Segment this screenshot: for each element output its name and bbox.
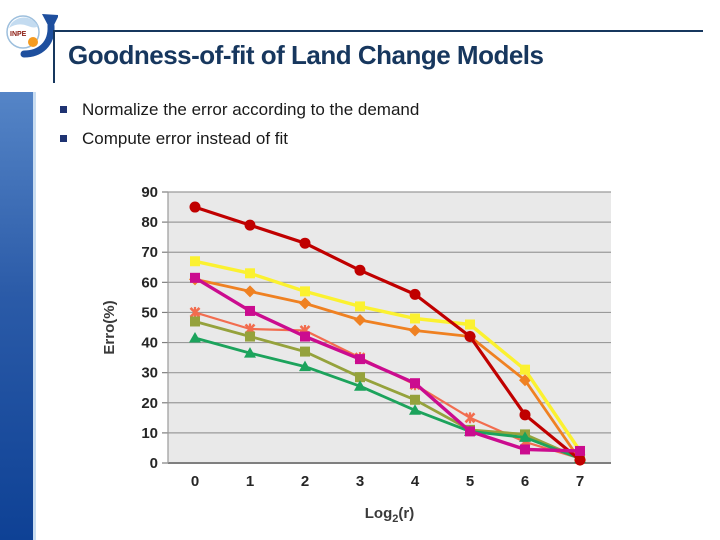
- y-tick-label: 40: [141, 335, 158, 352]
- series-dark-red-circle: [189, 201, 586, 466]
- left-accent-bar: [0, 92, 33, 540]
- bullet-item: Normalize the error according to the dem…: [58, 100, 658, 120]
- error-chart-svg: 0 10 20 30 40 50 60 70 80 90 0 1 2 3 4 5 6 7 Erro(%) Log2(r…: [101, 184, 611, 525]
- bullet-square-icon: [60, 106, 67, 113]
- error-chart: 0 10 20 30 40 50 60 70 80 90 0 1 2 3 4 5 6 7 Erro(%) Log2(r…: [100, 170, 720, 530]
- y-tick-label: 50: [141, 304, 158, 321]
- x-tick-label: 6: [521, 473, 529, 490]
- bullet-text: Compute error instead of fit: [82, 129, 288, 148]
- title-rule-left: [53, 30, 55, 83]
- y-tick-label: 10: [141, 425, 158, 442]
- y-axis-title: Erro(%): [101, 300, 118, 354]
- x-tick-label: 1: [246, 473, 254, 490]
- y-tick-label: 30: [141, 365, 158, 382]
- page-title: Goodness-of-fit of Land Change Models: [68, 40, 544, 70]
- y-tick-label: 70: [141, 244, 158, 261]
- bullet-text: Normalize the error according to the dem…: [82, 100, 420, 119]
- x-tick-label: 5: [466, 473, 474, 490]
- series-magenta-square: [190, 272, 585, 456]
- y-tick-label: 90: [141, 184, 158, 201]
- x-tick-label: 7: [576, 473, 584, 490]
- title-rule-top: [53, 30, 703, 32]
- x-tick-label: 2: [301, 473, 309, 490]
- bullet-list: Normalize the error according to the dem…: [58, 100, 658, 158]
- logo-text: INPE: [10, 31, 27, 38]
- inpe-logo-icon: INPE: [6, 14, 58, 58]
- left-accent-bar-edge: [33, 92, 36, 540]
- x-tick-label: 0: [191, 473, 199, 490]
- x-tick-label: 4: [411, 473, 420, 490]
- bullet-square-icon: [60, 135, 67, 142]
- y-tick-label: 0: [150, 455, 158, 472]
- y-tick-label: 20: [141, 395, 158, 412]
- x-axis-title: Log2(r): [365, 505, 414, 525]
- bullet-item: Compute error instead of fit: [58, 129, 658, 149]
- x-tick-label: 3: [356, 473, 364, 490]
- plot-area: [168, 192, 611, 463]
- y-tick-label: 60: [141, 274, 158, 291]
- y-tick-label: 80: [141, 214, 158, 231]
